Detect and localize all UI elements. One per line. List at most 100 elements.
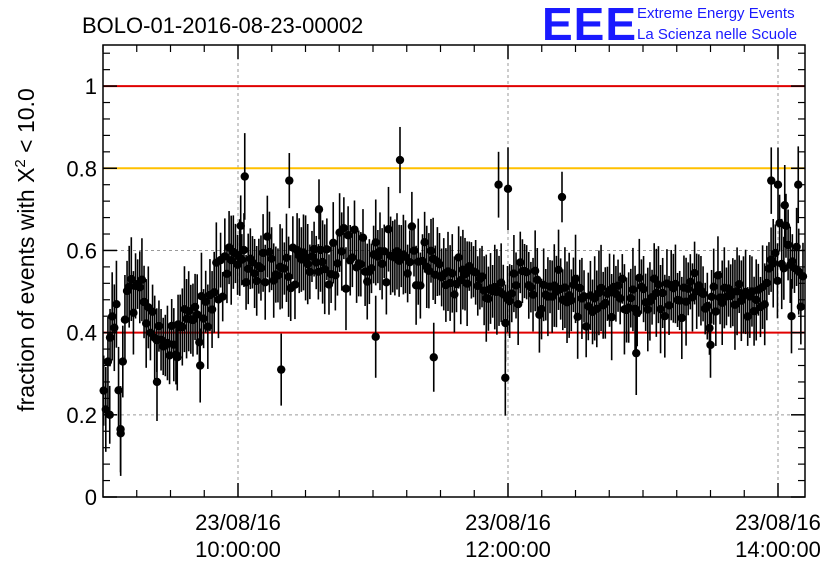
data-point <box>273 271 283 280</box>
data-point <box>530 266 540 276</box>
data-point <box>781 221 791 230</box>
data-point <box>305 267 315 277</box>
data-point <box>450 290 459 299</box>
x-tick-label-time: 10:00:00 <box>195 537 281 562</box>
data-point <box>343 231 353 240</box>
data-point <box>762 278 772 288</box>
data-point <box>635 273 644 283</box>
data-point <box>409 246 419 255</box>
data-point <box>416 281 425 290</box>
data-point <box>178 322 187 332</box>
data-point <box>658 288 667 298</box>
data-point <box>371 238 380 247</box>
x-tick-label-time: 12:00:00 <box>465 537 551 562</box>
data-point <box>377 259 387 268</box>
data-point <box>505 296 514 306</box>
data-point <box>632 348 641 358</box>
data-point <box>798 272 808 281</box>
data-point <box>526 282 536 292</box>
data-point <box>516 258 525 267</box>
data-point <box>426 246 436 256</box>
data-point <box>118 357 128 366</box>
data-point <box>454 253 463 262</box>
data-point <box>318 257 327 267</box>
data-point <box>690 268 699 278</box>
data-point <box>303 259 312 269</box>
data-point <box>241 278 251 287</box>
data-point <box>660 311 670 321</box>
eee-logo: EEE Extreme Energy Events La Scienza nel… <box>542 0 797 50</box>
data-point <box>713 271 723 280</box>
data-point <box>285 176 294 185</box>
logo-line-2: La Scienza nelle Scuole <box>637 26 797 43</box>
data-point <box>314 205 324 214</box>
plot-border <box>102 44 806 498</box>
data-point <box>787 312 796 321</box>
data-point <box>405 257 414 267</box>
y-tick-label: 0.6 <box>66 238 97 263</box>
data-point <box>339 223 349 233</box>
data-point <box>780 201 789 210</box>
data-point <box>507 289 516 298</box>
data-point <box>628 285 638 294</box>
data-point <box>779 264 789 273</box>
data-point <box>252 276 261 286</box>
data-point <box>496 278 506 287</box>
data-point <box>429 353 438 362</box>
data-point <box>767 176 776 185</box>
data-point <box>199 314 208 323</box>
data-point <box>513 300 523 309</box>
y-tick-label: 0.4 <box>66 321 97 346</box>
data-point <box>581 322 591 331</box>
data-point <box>771 248 780 258</box>
data-point <box>173 353 182 362</box>
data-point <box>324 280 334 289</box>
data-point <box>643 305 653 314</box>
data-point <box>348 253 357 262</box>
data-point <box>190 302 200 312</box>
data-point <box>371 332 380 341</box>
data-point <box>664 301 674 310</box>
data-point <box>503 184 513 194</box>
data-point <box>358 233 368 242</box>
data-point <box>152 377 162 387</box>
y-axis-label: fraction of events with X2 < 10.0 <box>12 88 39 412</box>
data-point <box>261 278 270 287</box>
y-axis-ticks: 0 0.2 0.4 0.6 0.8 1 <box>66 52 805 510</box>
data-point <box>632 308 642 318</box>
y-axis-label-prefix: fraction of events with <box>13 183 39 412</box>
data-point <box>282 253 291 263</box>
x-tick-label-date: 23/08/16 <box>465 510 551 535</box>
data-point <box>110 323 119 332</box>
data-point <box>207 305 217 314</box>
data-point <box>256 263 266 273</box>
data-point <box>218 292 227 301</box>
data-point <box>654 280 663 289</box>
data-point <box>239 245 249 255</box>
data-point <box>137 275 147 284</box>
data-point <box>363 277 372 286</box>
data-point <box>706 340 715 350</box>
data-point <box>407 222 417 231</box>
data-point <box>677 313 687 323</box>
y-tick-label: 1 <box>85 74 97 99</box>
data-point <box>240 172 249 181</box>
data-point <box>560 283 570 292</box>
data-point <box>112 300 121 309</box>
data-point <box>567 296 576 305</box>
data-point <box>250 269 259 278</box>
data-point <box>477 272 487 281</box>
plot-frame <box>102 44 806 498</box>
data-point <box>656 304 665 314</box>
logo-line-1: Extreme Energy Events <box>637 5 795 22</box>
data-point <box>350 225 359 234</box>
data-point <box>537 304 546 314</box>
data-point <box>116 425 125 434</box>
data-point <box>165 351 174 360</box>
data-point <box>760 300 769 309</box>
y-axis-label-suffix: < 10.0 <box>13 88 39 159</box>
data-point <box>484 294 493 303</box>
data-point <box>148 307 157 316</box>
data-point <box>571 274 580 284</box>
logo-mark: EEE <box>542 0 637 50</box>
